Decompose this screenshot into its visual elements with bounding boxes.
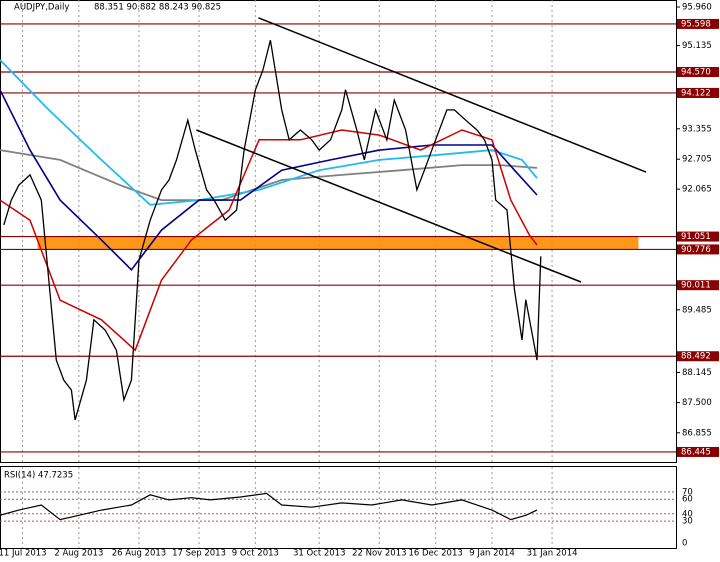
trendline bbox=[258, 17, 647, 173]
rsi-tick-label: 40 bbox=[682, 509, 693, 519]
rsi-tick-label: 0 bbox=[682, 539, 687, 549]
rsi-tick-label: 60 bbox=[682, 495, 693, 505]
level-label: 95.598 bbox=[681, 19, 711, 29]
level-label-box bbox=[677, 231, 719, 242]
y-tick-label: 86.855 bbox=[682, 428, 712, 438]
rsi-tick-label: 70 bbox=[682, 487, 693, 497]
level-label: 94.122 bbox=[681, 88, 711, 98]
level-label-box bbox=[677, 351, 719, 362]
y-tick-label: 95.135 bbox=[682, 41, 712, 51]
main-panel bbox=[0, 0, 677, 463]
price-series bbox=[0, 149, 538, 201]
level-label-box bbox=[677, 87, 719, 98]
rsi-line bbox=[0, 492, 538, 521]
x-tick-label: 2 Aug 2013 bbox=[54, 549, 103, 559]
x-tick-label: 31 Jan 2014 bbox=[527, 549, 578, 559]
symbol: AUDJPY,Daily bbox=[14, 3, 69, 13]
level-label: 90.011 bbox=[681, 281, 711, 291]
y-tick-label: 95.960 bbox=[682, 3, 712, 13]
level-label: 88.492 bbox=[681, 352, 711, 362]
price-series bbox=[0, 129, 538, 352]
level-label: 91.051 bbox=[681, 232, 711, 242]
y-tick-label: 87.500 bbox=[682, 398, 712, 408]
y-tick-label: 92.705 bbox=[682, 155, 712, 165]
x-tick-label: 11 Jul 2013 bbox=[0, 549, 47, 559]
level-label-box bbox=[677, 18, 719, 29]
level-label-box bbox=[677, 244, 719, 255]
x-tick-label: 9 Oct 2013 bbox=[232, 549, 279, 559]
x-tick-label: 22 Nov 2013 bbox=[352, 549, 406, 559]
rsi-tick-label: 30 bbox=[682, 517, 693, 527]
x-tick-label: 17 Sep 2013 bbox=[172, 549, 226, 559]
level-label-box bbox=[677, 446, 719, 457]
level-label: 90.776 bbox=[681, 245, 711, 255]
y-tick-label: 92.065 bbox=[682, 185, 712, 195]
price-series bbox=[0, 89, 538, 272]
quote: 88.351 90.882 88.243 90.825 bbox=[94, 3, 221, 13]
x-tick-label: 9 Jan 2014 bbox=[469, 549, 515, 559]
x-tick-label: 16 Dec 2013 bbox=[408, 549, 462, 559]
price-series bbox=[3, 40, 542, 421]
level-label-box bbox=[677, 280, 719, 291]
rsi-title: RSI(14) 47.7235 bbox=[4, 471, 73, 481]
level-label: 86.445 bbox=[681, 447, 711, 457]
level-label-box bbox=[677, 67, 719, 78]
level-label: 94.570 bbox=[681, 68, 711, 78]
trendline bbox=[196, 129, 582, 283]
y-tick-label: 88.145 bbox=[682, 368, 712, 378]
x-tick-label: 26 Aug 2013 bbox=[112, 549, 166, 559]
rsi-panel bbox=[0, 466, 677, 549]
x-tick-label: 31 Oct 2013 bbox=[293, 549, 346, 559]
zone bbox=[37, 236, 639, 250]
y-tick-label: 89.485 bbox=[682, 305, 712, 315]
y-tick-label: 93.355 bbox=[682, 124, 712, 134]
